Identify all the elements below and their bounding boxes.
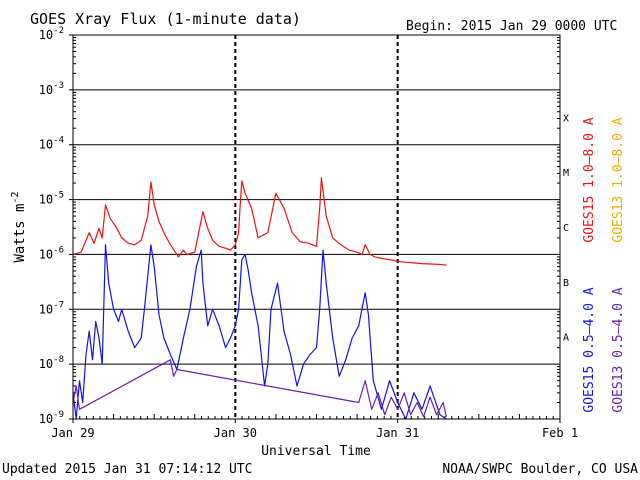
legend-item-0: GOES15 1.0–8.0 A <box>582 117 597 242</box>
x-tick-label-3: Feb 1 <box>542 426 578 440</box>
y-tick-base-4: 10 <box>39 247 53 261</box>
y-tick-base-2: 10 <box>39 138 53 152</box>
y-tick-exp-0: -2 <box>53 26 64 36</box>
series-line-2 <box>72 359 447 418</box>
begin-label: Begin: 2015 Jan 29 0000 UTC <box>406 19 617 34</box>
flare-class-B: B <box>563 278 569 289</box>
series-line-1 <box>72 244 447 420</box>
legend: GOES15 1.0–8.0 A GOES13 1.0–8.0 A GOES15 0… <box>582 117 626 412</box>
legend-label-1: GOES13 1.0–8.0 A <box>611 117 626 242</box>
series-lines <box>72 177 447 420</box>
y-tick-exp-1: -3 <box>53 81 64 91</box>
y-tick-label-0: 10-2 <box>39 26 64 42</box>
y-axis-label-sup: -2 <box>10 191 21 203</box>
y-tick-exp-6: -8 <box>53 355 64 365</box>
svg-text:Watts m-2: Watts m-2 <box>10 191 28 262</box>
x-axis-ticks: Jan 29 Jan 30 Jan 31 Feb 1 <box>51 414 578 440</box>
y-tick-base-1: 10 <box>39 83 53 97</box>
plot-frame <box>72 34 561 420</box>
y-tick-base-7: 10 <box>39 412 53 426</box>
legend-label-0: GOES15 1.0–8.0 A <box>582 117 597 242</box>
y-tick-base-0: 10 <box>39 28 53 42</box>
y-tick-exp-7: -9 <box>53 410 64 420</box>
flare-class-C: C <box>563 223 569 234</box>
y-tick-exp-3: -5 <box>53 191 64 201</box>
y-tick-exp-4: -6 <box>53 245 64 255</box>
y-tick-label-7: 10-9 <box>39 410 64 426</box>
flare-class-labels: X M C B A <box>563 113 569 343</box>
source-label: NOAA/SWPC Boulder, CO USA <box>442 462 638 477</box>
legend-item-2: GOES15 0.5–4.0 A <box>582 287 597 412</box>
x-axis-label: Universal Time <box>261 444 371 459</box>
legend-item-3: GOES13 0.5–4.0 A <box>611 287 626 412</box>
flare-class-X: X <box>563 113 569 124</box>
y-tick-base-6: 10 <box>39 357 53 371</box>
legend-label-3: GOES13 0.5–4.0 A <box>611 287 626 412</box>
y-axis-ticks: 10-210-310-410-510-610-710-810-9 <box>39 26 560 426</box>
y-tick-label-5: 10-7 <box>39 300 64 316</box>
y-axis-label-text: Watts m <box>12 204 28 263</box>
flare-class-M: M <box>563 168 569 179</box>
y-tick-label-6: 10-8 <box>39 355 64 371</box>
y-tick-label-4: 10-6 <box>39 245 64 261</box>
y-tick-base-3: 10 <box>39 193 53 207</box>
updated-label: Updated 2015 Jan 31 07:14:12 UTC <box>2 462 252 477</box>
chart-title: GOES Xray Flux (1-minute data) <box>30 10 301 28</box>
x-tick-label-0: Jan 29 <box>51 426 94 440</box>
flare-class-A: A <box>563 333 569 344</box>
y-axis-label: Watts m-2 <box>10 191 28 262</box>
legend-item-1: GOES13 1.0–8.0 A <box>611 117 626 242</box>
y-tick-base-5: 10 <box>39 302 53 316</box>
y-tick-label-2: 10-4 <box>39 136 64 152</box>
y-tick-label-3: 10-5 <box>39 191 64 207</box>
y-tick-exp-2: -4 <box>53 136 64 146</box>
x-tick-label-1: Jan 30 <box>214 426 257 440</box>
grid <box>73 34 560 420</box>
y-tick-exp-5: -7 <box>53 300 64 310</box>
series-line-0 <box>72 177 447 266</box>
legend-label-2: GOES15 0.5–4.0 A <box>582 287 597 412</box>
y-tick-label-1: 10-3 <box>39 81 64 97</box>
x-tick-label-2: Jan 31 <box>376 426 419 440</box>
